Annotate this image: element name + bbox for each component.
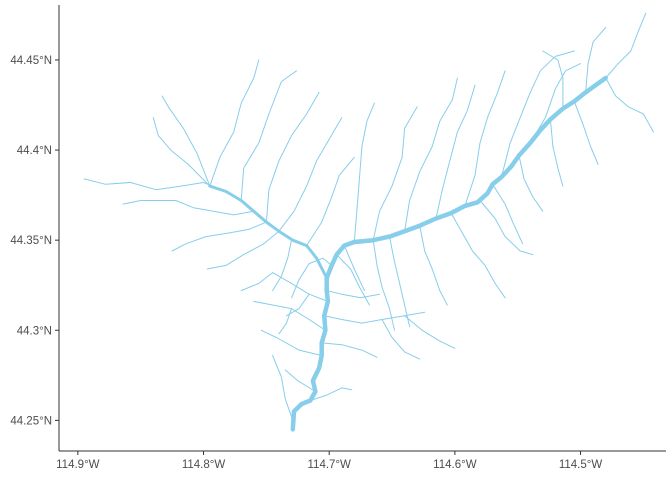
tributary-stream-1: [272, 355, 294, 421]
tributary-stream-6: [253, 300, 326, 331]
tributary-stream-7: [323, 311, 426, 324]
tributary-stream-22: [278, 117, 343, 232]
tributary-stream-35: [573, 100, 599, 165]
tributary-stream-46: [381, 319, 421, 360]
tributary-stream-30: [529, 63, 581, 144]
tributary-stream-38: [492, 183, 524, 245]
main-stem-river: [290, 75, 608, 432]
tributary-stream-43: [343, 245, 365, 292]
tributary-stream-10: [291, 257, 333, 299]
tributary-stream-25: [372, 106, 418, 241]
y-tick-label-2: 44.3°N: [17, 325, 52, 337]
tributary-stream-8: [272, 272, 329, 302]
tributary-stream-13: [206, 230, 280, 270]
tributary-stream-26: [404, 77, 458, 232]
x-axis-ticks: 114.9°W 114.8°W 114.7°W 114.6°W 114.5°W: [56, 451, 602, 471]
tributary-stream-9: [326, 290, 380, 299]
tributary-stream-5: [321, 342, 378, 358]
tributary-stream-48: [240, 272, 274, 292]
tributary-stream-45: [404, 315, 456, 349]
x-tick-label-4: 114.6°W: [433, 459, 477, 471]
tributary-stream-14: [171, 221, 267, 252]
axes-layer: 44.25°N 44.3°N 44.35°N 44.4°N 44.45°N 114.9°…: [10, 5, 666, 471]
tributary-stream-33: [605, 12, 647, 79]
y-axis-ticks: 44.25°N 44.3°N 44.35°N 44.4°N 44.45°N: [10, 55, 59, 427]
tributary-stream-12: [272, 239, 292, 292]
tributary-stream-29: [500, 50, 575, 178]
y-tick-label-3: 44.35°N: [10, 235, 52, 247]
tributary-stream-40: [450, 212, 506, 299]
tributary-stream-31: [542, 50, 564, 110]
tributary-stream-24: [353, 102, 375, 243]
tributary-stream-2: [309, 387, 353, 401]
tributary-stream-49: [286, 293, 310, 317]
tributary-stream-17: [152, 117, 211, 187]
tributary-stream-32: [585, 27, 607, 93]
tributary-stream-27: [435, 84, 476, 219]
tributary-stream-28: [464, 70, 506, 207]
x-tick-label-3: 114.7°W: [308, 459, 352, 471]
tributary-stream-19: [209, 59, 260, 187]
tributary-stream-39: [479, 200, 534, 256]
tributary-stream-21: [265, 91, 320, 223]
x-tick-label-2: 114.8°W: [182, 459, 226, 471]
tributary-stream-34: [605, 77, 654, 133]
tributary-stream-36: [549, 118, 564, 187]
tributary-stream-37: [518, 155, 544, 212]
tributary-stream-11: [336, 254, 370, 306]
major-tributary-1: [208, 184, 329, 280]
y-tick-label-4: 44.4°N: [17, 145, 52, 157]
y-tick-label-1: 44.25°N: [10, 415, 52, 427]
tributary-stream-3: [284, 369, 316, 392]
tributary-stream-23: [306, 156, 355, 247]
tributary-stream-42: [389, 236, 411, 328]
x-tick-label-5: 114.5°W: [559, 459, 603, 471]
tributary-stream-41: [419, 225, 448, 306]
tributary-stream-15: [122, 200, 255, 216]
streams-layer: [83, 12, 654, 432]
tributary-stream-47: [278, 308, 292, 335]
tributary-stream-44: [372, 239, 395, 331]
tributary-stream-16: [83, 178, 227, 192]
x-tick-label-1: 114.9°W: [56, 459, 100, 471]
tributary-stream-18: [161, 95, 211, 187]
tributary-stream-20: [240, 70, 297, 201]
y-tick-label-5: 44.45°N: [10, 55, 52, 67]
tributary-stream-4: [260, 329, 323, 356]
